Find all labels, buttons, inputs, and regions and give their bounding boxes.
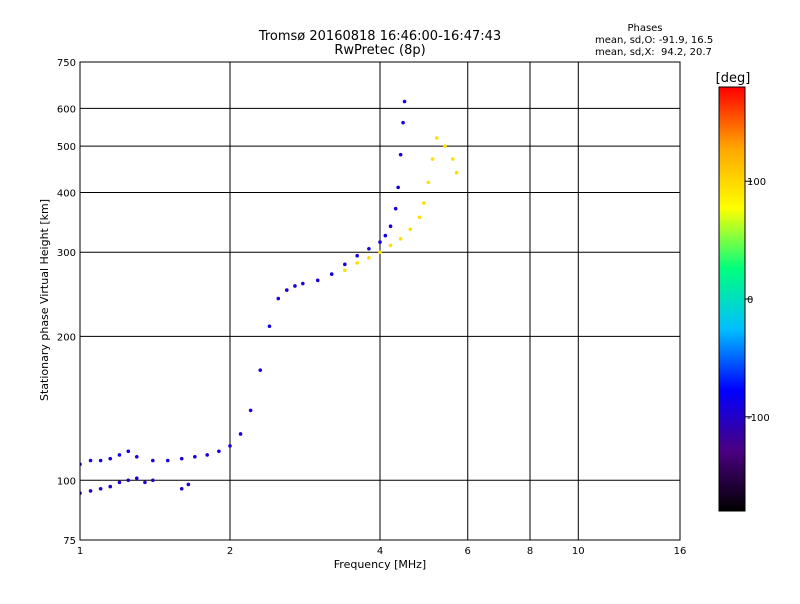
data-point	[134, 454, 139, 459]
data-point	[228, 444, 232, 448]
y-tick-label: 750	[57, 58, 76, 69]
data-point	[179, 486, 184, 491]
data-point	[143, 480, 147, 485]
data-point	[408, 227, 413, 232]
y-axis-label: Stationary phase Virtual Height [km]	[38, 199, 51, 401]
data-point	[126, 478, 131, 483]
data-point	[165, 458, 170, 463]
data-point	[126, 449, 131, 454]
colorbar-tick-label: 100	[747, 177, 766, 188]
data-point	[179, 456, 184, 461]
x-tick-label: 8	[527, 546, 533, 557]
y-tick-label: 400	[57, 188, 76, 199]
colorbar-tick-label: 0	[747, 295, 753, 306]
y-tick-label: 500	[57, 142, 76, 153]
data-point	[417, 215, 422, 220]
data-point	[355, 261, 359, 265]
y-tick-label: 600	[57, 104, 76, 115]
data-point	[238, 432, 243, 436]
data-point	[388, 243, 393, 248]
data-point	[401, 120, 405, 125]
data-point	[117, 453, 122, 457]
data-point	[443, 144, 447, 148]
data-point	[205, 453, 209, 457]
colorbar-tick-label: -100	[747, 413, 770, 424]
data-point	[258, 368, 263, 372]
data-point	[217, 449, 221, 454]
data-point	[434, 136, 439, 140]
data-point	[315, 278, 320, 283]
stats-o-line: mean, sd,O: -91.9, 16.5	[595, 35, 713, 46]
colorbar-label: [deg]	[716, 71, 751, 86]
stats-heading: Phases	[627, 23, 662, 34]
chart-subtitle: RwPretec (8p)	[334, 43, 425, 58]
x-tick-label: 4	[377, 546, 383, 557]
y-tick-label: 200	[57, 332, 76, 343]
data-point	[378, 250, 382, 255]
data-point	[98, 486, 103, 491]
data-point	[329, 272, 334, 276]
data-point	[393, 206, 398, 211]
data-point	[378, 240, 382, 244]
data-point	[402, 99, 407, 104]
x-tick-label: 16	[674, 546, 687, 557]
data-point	[367, 256, 371, 260]
data-point	[293, 284, 297, 288]
data-point	[134, 476, 139, 481]
data-point	[398, 237, 403, 241]
x-tick-label: 6	[465, 546, 471, 557]
data-point	[383, 233, 388, 238]
data-point	[151, 478, 155, 483]
data-point	[98, 458, 103, 463]
data-point	[88, 489, 93, 493]
data-point	[430, 157, 435, 161]
data-point	[117, 480, 122, 485]
x-tick-label: 1	[77, 546, 83, 557]
x-tick-label: 10	[572, 546, 585, 557]
data-point	[193, 454, 197, 459]
y-axis-ticks: 75 100 200 300 400 500 600 750	[57, 58, 76, 547]
y-tick-label: 75	[63, 536, 76, 547]
x-tick-label: 2	[227, 546, 233, 557]
colorbar: [deg] -100 0 100	[716, 71, 770, 512]
data-point	[355, 253, 359, 258]
chart-title: Tromsø 20160818 16:46:00-16:47:43	[258, 29, 501, 44]
data-point	[88, 458, 93, 463]
data-point	[367, 246, 371, 251]
data-points	[80, 99, 459, 495]
data-point	[108, 456, 113, 461]
x-axis-ticks: 1 2 4 6 8 10 16	[77, 546, 687, 557]
data-point	[426, 180, 431, 185]
colorbar-gradient	[718, 86, 746, 512]
data-point	[343, 262, 347, 267]
data-point	[108, 484, 113, 489]
data-point	[396, 185, 400, 190]
x-axis-label: Frequency [MHz]	[334, 558, 426, 571]
data-point	[454, 170, 459, 175]
data-point	[151, 458, 155, 463]
grid-lines	[80, 62, 680, 540]
data-point	[343, 268, 347, 273]
data-point	[267, 324, 272, 329]
data-point	[284, 288, 289, 292]
y-tick-label: 300	[57, 248, 76, 259]
data-point	[451, 157, 455, 161]
stats-x-line: mean, sd,X: 94.2, 20.7	[595, 47, 712, 58]
y-tick-label: 100	[57, 476, 76, 487]
data-point	[388, 224, 393, 229]
plot-frame	[79, 61, 681, 541]
data-point	[248, 408, 253, 413]
data-point	[276, 296, 281, 301]
data-point	[301, 281, 305, 286]
data-point	[186, 482, 191, 487]
data-point	[422, 201, 426, 205]
data-point	[398, 152, 403, 157]
